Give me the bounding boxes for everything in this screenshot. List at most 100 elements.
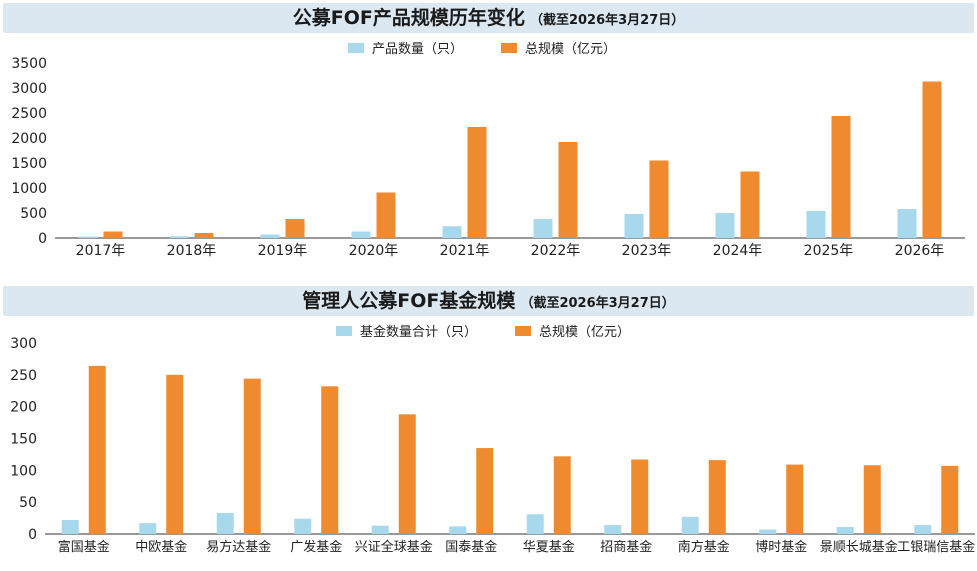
- y-tick-label: 1000: [11, 181, 47, 197]
- bar-count: [624, 214, 644, 238]
- y-tick-label: 2000: [11, 131, 47, 147]
- x-tick-label: 2026年: [895, 243, 945, 259]
- y-tick-label: 3500: [11, 56, 47, 72]
- chart-2-title: 管理人公募FOF基金规模: [302, 290, 516, 312]
- bar-count: [61, 519, 79, 534]
- x-tick-label: 景顺长城基金: [820, 539, 898, 555]
- bar-count: [759, 529, 777, 534]
- legend-label-scale: 总规模（亿元）: [525, 42, 617, 57]
- bar-count: [533, 219, 553, 238]
- legend-item-scale: 总规模（亿元）: [501, 38, 616, 57]
- bar-scale: [285, 219, 305, 238]
- chart-2-title-bar: 管理人公募FOF基金规模 （截至2026年3月27日）: [3, 286, 974, 316]
- x-tick-label: 2020年: [349, 243, 399, 259]
- y-tick-label: 500: [20, 206, 47, 222]
- x-tick-label: 2021年: [440, 243, 490, 259]
- x-tick-label: 招商基金: [600, 539, 652, 555]
- y-tick-label: 50: [19, 495, 37, 511]
- chart-1-plot: 0 500 1000 1500 2000 2500 3000 3500 2017年 2018年 20…: [11, 56, 965, 259]
- bar-scale: [863, 465, 881, 534]
- legend-item-count: 产品数量（只）: [348, 38, 463, 57]
- bar-count: [351, 231, 371, 238]
- x-tick-label: 中欧基金: [135, 539, 187, 555]
- x-tick-label: 兴证全球基金: [355, 539, 433, 555]
- bar-scale: [376, 192, 396, 238]
- y-tick-label: 2500: [11, 106, 47, 122]
- bar-count: [442, 226, 462, 238]
- legend-label-fund-count: 基金数量合计（只）: [360, 325, 478, 340]
- bar-count: [216, 512, 234, 534]
- x-tick-label: 2017年: [76, 243, 126, 259]
- bar-scale: [398, 414, 416, 534]
- bar-scale: [786, 464, 804, 534]
- chart-2-legend: 基金数量合计（只） 总规模（亿元）: [336, 321, 630, 340]
- bar-scale: [553, 456, 571, 534]
- bar-scale: [922, 81, 942, 238]
- bar-scale: [649, 160, 669, 238]
- x-tick-label: 华夏基金: [523, 539, 575, 555]
- chart-1-title-bar: 公募FOF产品规模历年变化 （截至2026年3月27日）: [3, 3, 974, 33]
- bar-count: [604, 525, 622, 534]
- bar-count: [806, 211, 826, 238]
- x-tick-label: 2024年: [713, 243, 763, 259]
- bar-scale: [194, 233, 214, 238]
- chart-1-legend: 产品数量（只） 总规模（亿元）: [348, 38, 616, 57]
- y-tick-label: 1500: [11, 156, 47, 172]
- bar-count: [294, 518, 312, 534]
- y-tick-label: 3000: [11, 81, 47, 97]
- bar-scale: [941, 465, 959, 534]
- legend-item-fund-scale: 总规模（亿元）: [515, 321, 630, 340]
- bar-count: [681, 516, 699, 534]
- bar-count: [449, 526, 467, 534]
- y-tick-label: 200: [10, 400, 37, 416]
- bar-scale: [88, 365, 106, 534]
- bar-count: [715, 213, 735, 238]
- x-tick-label: 2019年: [258, 243, 308, 259]
- y-tick-label: 0: [28, 527, 37, 543]
- bar-count: [169, 236, 189, 238]
- bar-count: [78, 236, 98, 238]
- legend-swatch-fund-scale: [515, 325, 532, 336]
- bar-scale: [708, 460, 726, 534]
- x-tick-label: 2022年: [531, 243, 581, 259]
- bar-count: [897, 209, 917, 238]
- legend-label-fund-scale: 总规模（亿元）: [539, 325, 631, 340]
- y-tick-label: 300: [10, 336, 37, 352]
- legend-swatch-count: [348, 42, 364, 53]
- y-tick-label: 250: [10, 368, 37, 384]
- bar-scale: [476, 448, 494, 534]
- bar-count: [260, 234, 280, 238]
- x-tick-label: 工银瑞信基金: [897, 539, 975, 555]
- bar-scale: [321, 386, 339, 534]
- legend-swatch-fund-count: [336, 325, 352, 336]
- bar-count: [836, 526, 854, 534]
- legend-swatch-scale: [501, 42, 518, 53]
- chart-2-subtitle: （截至2026年3月27日）: [520, 296, 675, 311]
- bar-count: [371, 525, 389, 534]
- x-tick-label: 博时基金: [755, 539, 807, 555]
- legend-item-fund-count: 基金数量合计（只）: [336, 321, 477, 340]
- y-tick-label: 0: [38, 231, 47, 247]
- chart-1-subtitle: （截至2026年3月27日）: [529, 13, 685, 28]
- x-tick-label: 2023年: [622, 243, 672, 259]
- bar-scale: [103, 231, 123, 238]
- x-tick-label: 2018年: [167, 243, 217, 259]
- bar-scale: [243, 378, 261, 534]
- bar-scale: [740, 171, 760, 238]
- chart-2-plot: 0 50 100 150 200 250 300 富国基金 中欧基金 易方达基金 广发基金 兴证全球基…: [10, 336, 975, 555]
- x-tick-label: 易方达基金: [206, 539, 271, 555]
- bar-count: [526, 514, 544, 534]
- x-tick-label: 富国基金: [58, 539, 110, 555]
- x-tick-label: 国泰基金: [445, 539, 497, 555]
- bar-scale: [831, 116, 851, 238]
- bar-count: [139, 523, 157, 534]
- x-tick-label: 南方基金: [678, 539, 730, 555]
- y-tick-label: 100: [10, 463, 37, 479]
- x-tick-label: 2025年: [804, 243, 854, 259]
- bar-scale: [166, 374, 184, 534]
- bar-scale: [631, 459, 649, 534]
- x-tick-label: 广发基金: [290, 539, 342, 555]
- bar-count: [914, 525, 932, 534]
- chart-1-title: 公募FOF产品规模历年变化: [292, 7, 525, 29]
- bar-scale: [558, 142, 578, 238]
